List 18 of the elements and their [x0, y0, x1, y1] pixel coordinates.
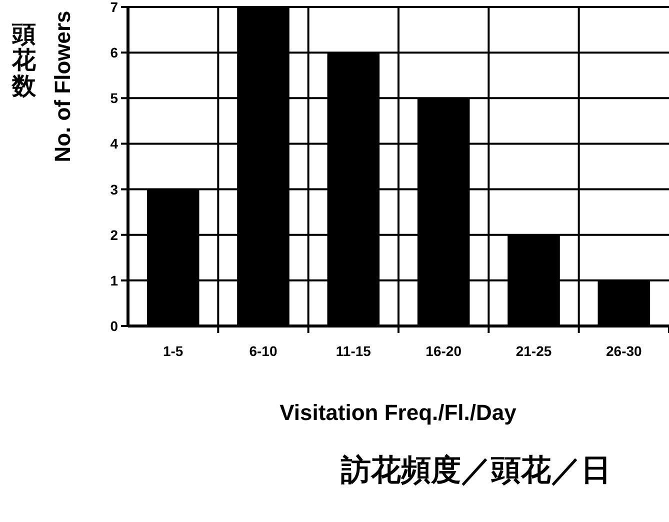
x-tick-label: 6-10	[249, 343, 278, 359]
x-axis-title: Visitation Freq./Fl./Day	[280, 400, 518, 425]
x-tick-label: 1-5	[162, 343, 184, 359]
y-tick-label: 1	[110, 272, 118, 288]
y-tick-label: 0	[110, 318, 118, 334]
x-tick-label: 21-25	[516, 343, 552, 359]
y-tick-label: 7	[110, 0, 118, 15]
y-tick-label: 5	[110, 90, 118, 106]
y-tick-label: 2	[110, 226, 118, 243]
y-axis-title: No. of Flowers	[50, 10, 75, 162]
x-tick-label: 11-15	[336, 343, 372, 359]
y-tick-label: 3	[110, 181, 118, 198]
x-tick-label: 26-30	[606, 343, 642, 359]
text: 訪花頻度／頭花／日	[340, 453, 611, 488]
y-tick-label: 6	[110, 44, 118, 61]
text: 頭花数	[11, 20, 37, 100]
x-tick-label: 16-20	[426, 343, 462, 359]
y-tick-label: 4	[110, 136, 118, 152]
